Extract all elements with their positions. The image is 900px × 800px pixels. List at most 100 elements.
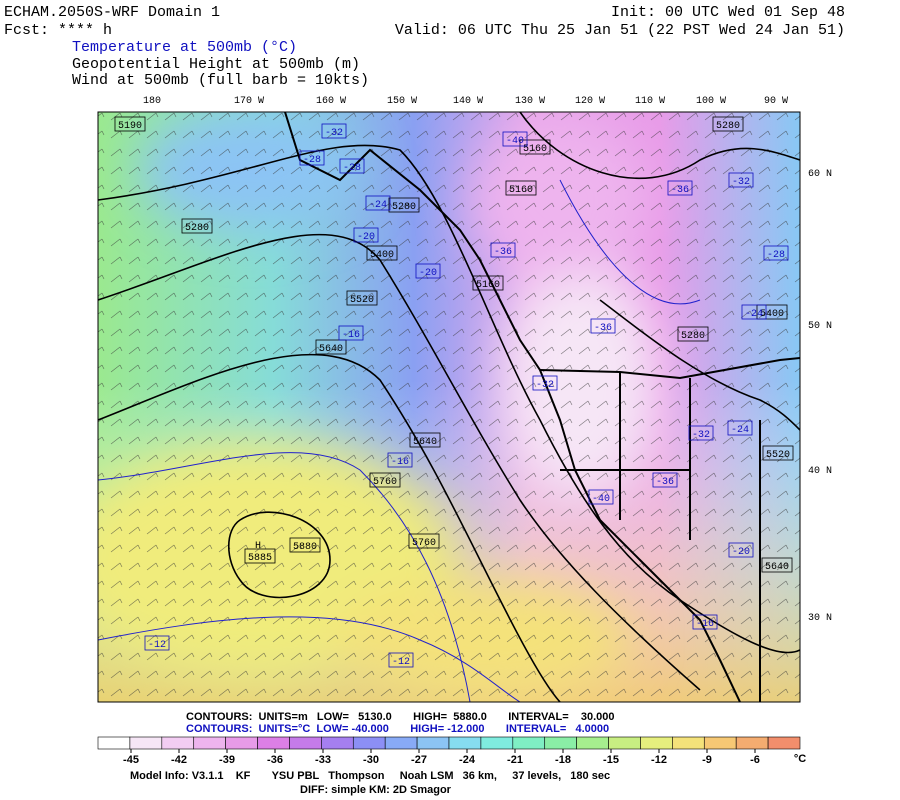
height-label: 5640	[319, 344, 343, 355]
colorbar-box	[480, 736, 514, 750]
temp-label: -28	[343, 163, 361, 174]
temp-label-box	[741, 304, 767, 320]
height-label: 5160	[509, 185, 533, 196]
lon-label: 110 W	[635, 96, 665, 107]
temp-label-box	[144, 635, 170, 651]
colorbar-box	[352, 736, 386, 750]
height-label: 5400	[370, 250, 394, 261]
lon-label: 120 W	[575, 96, 605, 107]
temp-label: -24	[369, 200, 387, 211]
colorbar-label: -21	[507, 754, 523, 766]
init-time: Init: 00 UTC Wed 01 Sep 48	[611, 4, 845, 21]
title: ECHAM.2050S-WRF Domain 1	[4, 4, 220, 21]
temp-label: -36	[594, 323, 612, 334]
height-label: 5160	[476, 280, 500, 291]
diff-info: DIFF: simple KM: 2D Smagor	[300, 784, 452, 796]
field-height: Geopotential Height at 500mb (m)	[72, 56, 360, 73]
colorbar-box	[161, 736, 195, 750]
temp-label: -28	[303, 155, 321, 166]
colorbar-box	[576, 736, 609, 750]
height-label: 5280	[185, 223, 209, 234]
colorbar-label: -18	[555, 754, 571, 766]
colorbar-label: -39	[219, 754, 235, 766]
colorbar-label: -6	[750, 754, 760, 766]
height-label: 5400	[760, 309, 784, 320]
height-label-box	[388, 197, 420, 213]
height-label: 5640	[413, 437, 437, 448]
height-label-box	[505, 180, 537, 196]
height-label: 5885	[248, 553, 272, 564]
temp-label: -12	[392, 657, 410, 668]
height-label-box	[181, 218, 213, 234]
model-info: Model Info: V3.1.1 KF YSU PBL Thompson N…	[130, 770, 610, 782]
map	[98, 112, 800, 702]
lon-label: 140 W	[453, 96, 483, 107]
lon-label: 160 W	[316, 96, 346, 107]
temp-label: -32	[536, 380, 554, 391]
temp-label-box	[652, 472, 678, 488]
temp-label-box	[415, 263, 441, 279]
height-label: 5520	[350, 295, 374, 306]
colorbar-label: -42	[171, 754, 187, 766]
height-label-box	[369, 472, 401, 488]
lon-label: 130 W	[515, 96, 545, 107]
temp-label-box	[502, 131, 528, 147]
temp-label: -36	[656, 477, 674, 488]
height-label-box	[289, 537, 321, 553]
map-frame	[97, 111, 801, 703]
temp-label: -24	[731, 425, 749, 436]
height-label: 5640	[765, 562, 789, 573]
colorbar-box	[512, 736, 546, 750]
colorbar-box	[416, 736, 450, 750]
temp-label: -16	[342, 330, 360, 341]
temp-label: -28	[767, 250, 785, 261]
temp-label-box	[763, 245, 789, 261]
colorbar-label: -27	[411, 754, 427, 766]
height-label-box	[114, 116, 146, 132]
height-label-box	[472, 275, 504, 291]
height-label-box	[315, 339, 347, 355]
height-label-box	[409, 432, 441, 448]
height-label-box	[677, 326, 709, 342]
temp-label-box	[338, 325, 364, 341]
temp-label: -36	[671, 185, 689, 196]
temp-label-box	[388, 652, 414, 668]
colorbar-box	[767, 736, 801, 750]
colorbar-box	[384, 736, 418, 750]
lat-label: 60 N	[808, 169, 832, 180]
temp-label-box	[365, 195, 391, 211]
temp-label: -32	[732, 177, 750, 188]
temp-label-box	[667, 180, 693, 196]
field-temperature: Temperature at 500mb (°C)	[72, 39, 297, 56]
colorbar-box	[608, 736, 641, 750]
colorbar-box	[448, 736, 482, 750]
temp-label-box	[299, 150, 325, 166]
temp-label: -20	[732, 547, 750, 558]
temp-label-box	[532, 375, 558, 391]
colorbar-box	[129, 736, 163, 750]
high-marker: H	[255, 541, 261, 552]
height-label: 5160	[523, 144, 547, 155]
temp-label-box	[353, 227, 379, 243]
temp-label-box	[339, 158, 365, 174]
temp-label-box	[321, 123, 347, 139]
contour-info-temp: CONTOURS: UNITS=°C LOW= -40.000 HIGH= -1…	[186, 723, 609, 735]
height-label-box	[408, 533, 440, 549]
lon-label: 180	[143, 96, 161, 107]
height-label: 5520	[766, 450, 790, 461]
temp-label: -32	[692, 430, 710, 441]
temp-label-box	[588, 489, 614, 505]
temp-label: -16	[696, 619, 714, 630]
height-label-box	[366, 245, 398, 261]
forecast: Fcst: **** h	[4, 22, 112, 39]
colorbar-label: -30	[363, 754, 379, 766]
height-label: 5280	[716, 121, 740, 132]
colorbar-unit: °C	[794, 753, 806, 765]
colorbar-label: -33	[315, 754, 331, 766]
temp-label-box	[490, 242, 516, 258]
temp-label: -32	[325, 128, 343, 139]
colorbar-box	[257, 736, 290, 750]
temp-label: -40	[506, 136, 524, 147]
colorbar-label: -15	[603, 754, 619, 766]
